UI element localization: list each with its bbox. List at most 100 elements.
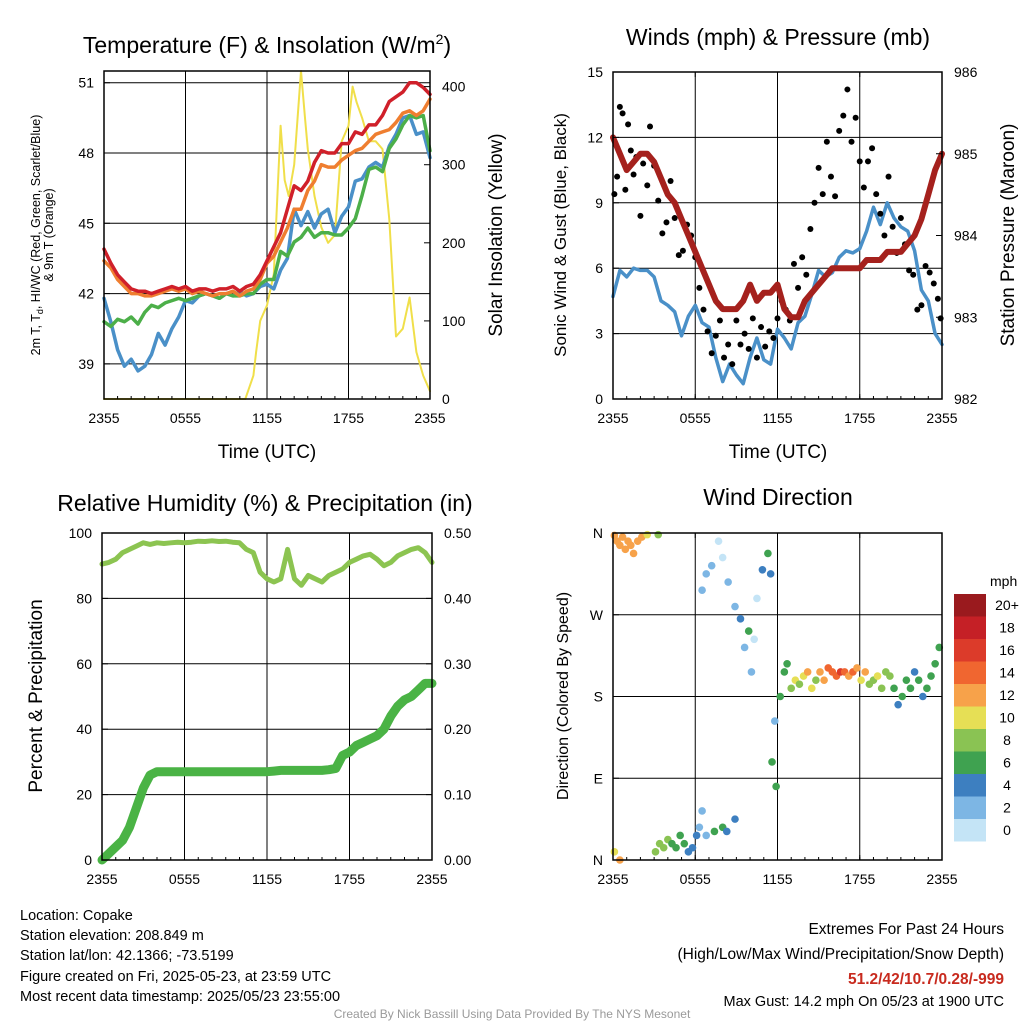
gust-point <box>614 173 621 180</box>
direction-point <box>676 831 684 840</box>
direction-point <box>857 676 865 684</box>
gust-point <box>675 252 682 259</box>
x-tick-label: 0555 <box>680 410 711 426</box>
colorbar-label: 6 <box>1003 755 1011 771</box>
direction-point <box>672 843 680 852</box>
gust-point <box>922 263 929 270</box>
direction-point <box>783 660 791 668</box>
direction-point <box>654 530 663 539</box>
gust-point <box>795 284 802 291</box>
gust-point <box>864 158 871 165</box>
x-tick-label: 1155 <box>252 410 282 426</box>
direction-point <box>695 823 704 832</box>
x-tick-label: 1155 <box>252 871 282 887</box>
direction-point <box>776 692 785 701</box>
humidity-panel: Relative Humidity (%) & Precipitation (i… <box>26 490 473 887</box>
gust-point <box>716 317 723 324</box>
y-tick-label: 45 <box>78 215 94 231</box>
y-tick-label: S <box>594 689 603 705</box>
x-tick-label: 1755 <box>334 871 365 887</box>
y2-tick-label: 986 <box>954 64 978 80</box>
y2-tick-label: 0 <box>442 391 450 407</box>
gust-point <box>811 199 818 206</box>
direction-point <box>770 717 779 725</box>
x-tick-label: 0555 <box>169 871 200 887</box>
station-latlon: Station lat/lon: 42.1366; -73.5199 <box>20 948 234 965</box>
colorbar-swatch <box>954 594 986 617</box>
colorbar-label: 12 <box>999 687 1015 703</box>
sonic-wind-line <box>611 201 944 386</box>
gust-point <box>663 219 670 226</box>
direction-point <box>931 660 939 668</box>
direction-point <box>616 541 624 550</box>
gust-point <box>770 334 777 341</box>
gust-point <box>774 315 781 322</box>
direction-point <box>698 586 706 595</box>
station-location: Location: Copake <box>20 908 133 924</box>
direction-point <box>807 684 816 693</box>
direction-point <box>744 627 753 635</box>
gust-point <box>897 215 904 222</box>
extremes-title: Extremes For Past 24 Hours <box>808 921 1004 938</box>
colorbar-swatch <box>954 819 986 842</box>
winds-xlabel: Time (UTC) <box>729 442 828 463</box>
colorbar-swatch <box>954 751 986 774</box>
pressure-ylabel: Station Pressure (Maroon) <box>998 124 1019 347</box>
gust-point <box>704 328 711 335</box>
colorbar-label: 18 <box>999 620 1015 636</box>
gust-point <box>616 103 623 110</box>
x-tick-label: 1755 <box>844 871 875 887</box>
gust-point <box>679 247 686 254</box>
gust-point <box>753 354 760 361</box>
direction-point <box>702 831 711 840</box>
extremes-subtitle: (High/Low/Max Wind/Precipitation/Snow De… <box>677 946 1005 963</box>
x-tick-label: 1755 <box>844 410 875 426</box>
direction-point <box>714 537 723 545</box>
gust-point <box>622 186 629 193</box>
y-tick-label: 48 <box>78 145 94 161</box>
y2-tick-label: 200 <box>442 235 466 251</box>
extremes-values: 51.2/42/10.7/0.28/-999 <box>848 971 1004 988</box>
x-tick-label: 0555 <box>680 871 711 887</box>
direction-point <box>927 672 935 680</box>
y-tick-label: W <box>590 607 604 623</box>
direction-point <box>780 668 789 676</box>
colorbar-swatch <box>954 706 986 729</box>
gust-point <box>815 164 822 171</box>
gust-point <box>745 345 752 352</box>
x-tick-label: 2355 <box>597 871 628 887</box>
gust-point <box>877 210 884 217</box>
direction-point <box>750 635 758 644</box>
direction-point <box>724 578 732 586</box>
winds-plot <box>610 86 945 386</box>
direction-point <box>923 684 931 693</box>
credit-line: Created By Nick Bassill Using Data Provi… <box>333 1007 691 1021</box>
gust-point <box>655 197 662 204</box>
y2-tick-label: 0.30 <box>444 656 471 672</box>
y2-tick-label: 982 <box>954 391 978 407</box>
direction-point <box>753 594 761 603</box>
colorbar-label: 4 <box>1003 777 1011 793</box>
direction-point <box>764 549 772 558</box>
colorbar-label: 8 <box>1003 732 1011 748</box>
x-tick-label: 2355 <box>88 410 119 426</box>
colorbar-label: 16 <box>999 642 1015 658</box>
y-tick-label: 39 <box>78 356 94 372</box>
gust-point <box>712 332 719 339</box>
direction-point <box>803 668 812 676</box>
direction-point <box>651 848 660 856</box>
gust-point <box>848 138 855 145</box>
gust-point <box>844 86 851 93</box>
direction-point <box>890 684 898 693</box>
gust-point <box>627 147 634 154</box>
direction-point <box>910 668 919 676</box>
direction-point <box>736 615 745 623</box>
gust-point <box>708 350 715 357</box>
gust-point <box>758 324 765 331</box>
y2-tick-label: 985 <box>954 146 978 162</box>
y2-tick-label: 0.10 <box>444 787 471 803</box>
y2-tick-label: 0.40 <box>444 590 471 606</box>
direction-point <box>698 807 706 815</box>
colorbar-label: 2 <box>1003 800 1011 816</box>
direction-point <box>873 672 882 680</box>
